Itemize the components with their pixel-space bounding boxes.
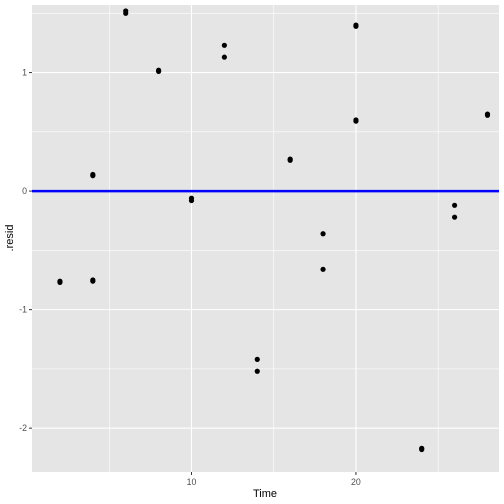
data-point: [254, 368, 260, 374]
y-tick-label: -2: [19, 423, 27, 433]
data-point: [320, 266, 326, 272]
x-axis-title: Time: [253, 488, 277, 500]
data-point: [484, 112, 491, 118]
data-point: [221, 42, 227, 48]
data-point: [188, 197, 195, 204]
data-point: [57, 278, 63, 284]
y-tick-label: 1: [22, 68, 27, 78]
data-point: [353, 23, 359, 29]
y-tick-label: 0: [22, 186, 27, 196]
data-point: [90, 277, 96, 283]
data-point: [90, 173, 96, 179]
data-point: [156, 68, 162, 74]
data-point: [419, 446, 425, 453]
x-tick-label: 20: [351, 477, 361, 487]
data-point: [123, 10, 129, 16]
x-tick-label: 10: [187, 477, 197, 487]
data-point: [353, 118, 359, 124]
data-point: [221, 54, 227, 60]
x-axis-ticks: 10 20: [187, 472, 361, 487]
plot-panel: [32, 5, 499, 472]
data-point: [320, 231, 326, 237]
data-point: [452, 214, 458, 220]
data-point: [254, 356, 260, 362]
data-point: [452, 202, 458, 208]
y-tick-label: -1: [19, 305, 27, 315]
data-point: [287, 157, 293, 163]
minor-gridlines: [32, 5, 499, 472]
data-points: [57, 8, 491, 453]
y-axis-ticks: -2 -1 0 1: [19, 68, 32, 433]
y-axis-title: .resid: [4, 225, 16, 252]
